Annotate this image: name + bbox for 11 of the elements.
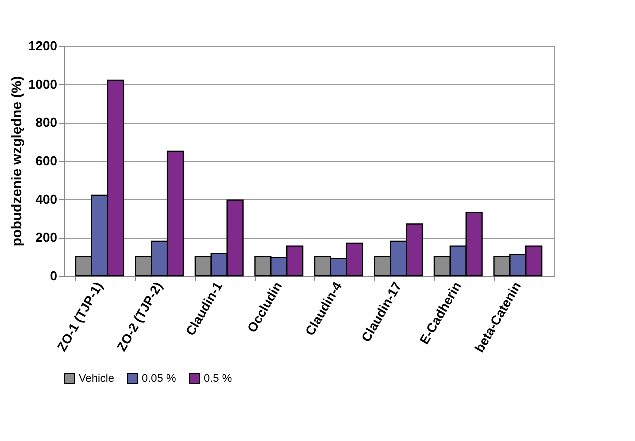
y-tick-label: 1000 — [28, 76, 58, 92]
legend-label: 0.05 % — [142, 372, 176, 385]
y-tick-label: 600 — [36, 154, 58, 168]
y-tick-label: 0 — [50, 268, 58, 284]
y-axis-title: pobudzenie względne (%) — [8, 76, 25, 247]
y-tick-label: 200 — [36, 230, 58, 246]
y-tick-label: 1200 — [28, 38, 58, 54]
legend-label: Vehicle — [79, 372, 114, 385]
y-tick-label: 800 — [36, 115, 58, 130]
y-tick-label: 400 — [36, 192, 58, 207]
legend-label: 0.5 % — [204, 372, 232, 385]
